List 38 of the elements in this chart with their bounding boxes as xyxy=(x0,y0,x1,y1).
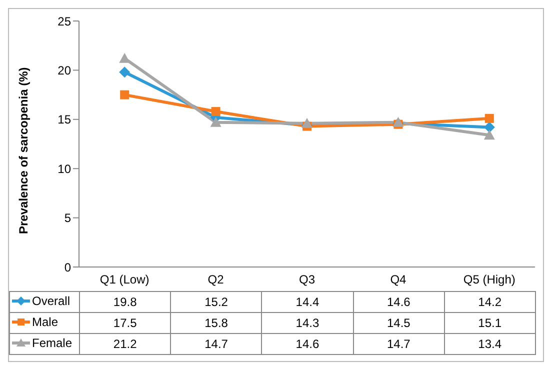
data-label: 15.2 xyxy=(170,292,262,312)
x-tick-label: Q2 xyxy=(208,272,224,287)
data-label: 15.8 xyxy=(170,312,262,334)
x-tick-label: Q3 xyxy=(298,272,316,287)
y-tick-label: 20 xyxy=(58,63,72,78)
data-label: 21.2 xyxy=(80,334,171,354)
y-axis-title: Prevalence of sarcopenia (%) xyxy=(16,67,30,234)
y-tick-label: 15 xyxy=(58,112,72,127)
data-label: 17.5 xyxy=(80,312,171,334)
x-tick-label: Q1 (Low) xyxy=(100,272,150,287)
point xyxy=(119,66,130,78)
point xyxy=(120,90,130,100)
x-tick-label: Q5 (High) xyxy=(463,272,516,287)
data-label: 14.7 xyxy=(353,334,444,354)
point xyxy=(302,118,312,128)
data-label: 13.4 xyxy=(444,334,536,354)
data-label: 14.6 xyxy=(353,292,444,312)
legend-label: Overall xyxy=(32,294,70,308)
legend-label: Female xyxy=(32,336,72,350)
x-tick-label: Q4 xyxy=(390,272,407,287)
y-tick-label: 5 xyxy=(64,211,72,226)
data-label: 14.6 xyxy=(262,334,354,354)
data-label: 14.4 xyxy=(262,292,354,312)
y-tick-label: 10 xyxy=(58,162,72,176)
y-tick-label: 0 xyxy=(64,260,72,274)
y-tick-label: 25 xyxy=(58,14,72,28)
point xyxy=(484,130,495,140)
point xyxy=(484,114,494,123)
data-label: 19.8 xyxy=(80,292,171,312)
data-label: 15.1 xyxy=(444,312,536,334)
data-label: 14.7 xyxy=(170,334,262,354)
legend-label: Male xyxy=(32,315,58,329)
point xyxy=(211,107,220,116)
data-label: 14.3 xyxy=(262,312,354,334)
point xyxy=(484,122,495,133)
data-label: 14.2 xyxy=(444,292,536,312)
data-label: 14.5 xyxy=(353,312,444,334)
point xyxy=(210,116,222,127)
